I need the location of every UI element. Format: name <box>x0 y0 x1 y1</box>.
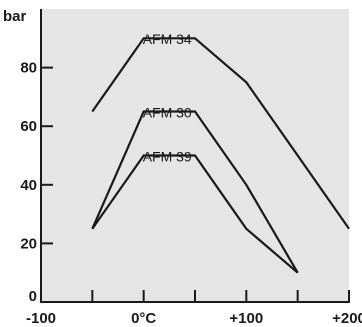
x-tick-label-1: 0°C <box>131 310 156 327</box>
y-tick-label-4: 80 <box>20 60 37 77</box>
y-tick-label-3: 60 <box>20 118 37 135</box>
series-line-1 <box>91 110 299 274</box>
y-tick-label-1: 20 <box>20 235 37 252</box>
series-label-1: AFM 30 <box>143 104 192 120</box>
series-line-0 <box>91 37 350 230</box>
x-tick-label-3: +200 <box>332 310 362 327</box>
y-tick-label-2: 40 <box>20 177 37 194</box>
series-label-0: AFM 34 <box>143 31 192 47</box>
series-label-2: AFM 39 <box>143 148 192 164</box>
y-unit-label: bar <box>3 8 27 25</box>
series-line-2 <box>91 154 299 274</box>
x-tick-label-0: -100 <box>26 310 56 327</box>
x-tick-label-2: +100 <box>229 310 263 327</box>
series-layer: AFM 34 AFM 30 AFM 39 <box>91 31 350 274</box>
y-tick-label-0: 0 <box>29 288 37 305</box>
ticks-layer: -100 0°C +100 +200 0 20 40 60 80 <box>20 60 362 327</box>
